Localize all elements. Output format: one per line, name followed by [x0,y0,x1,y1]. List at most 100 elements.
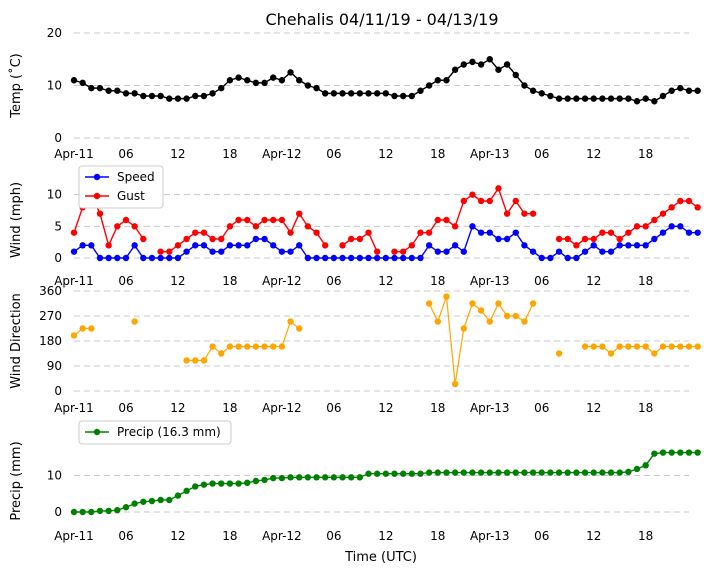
data-point [521,242,528,249]
data-point [477,197,485,205]
data-point [287,229,294,236]
legend: Speed Gust [78,165,164,209]
data-point [218,235,225,243]
data-point [616,242,623,249]
data-point [512,312,519,320]
data-point [321,474,329,481]
data-point [296,325,303,332]
data-point [625,468,632,476]
data-point [581,343,589,350]
data-point [166,496,173,504]
data-point [122,90,130,97]
data-point [633,343,641,350]
data-point [226,77,234,84]
y-tick-label: 270 [39,309,62,323]
x-tick-label: 06 [326,274,341,288]
data-point [373,254,381,262]
data-point [79,242,86,249]
data-point [70,77,78,84]
x-tick-label: 12 [586,401,601,415]
data-point [607,248,615,255]
legend-label: Precip (16.3 mm) [117,425,221,439]
data-point [555,350,563,357]
data-point [590,235,597,243]
data-point [486,229,493,236]
data-point [174,242,182,249]
data-point [339,474,346,481]
data-point [270,242,277,249]
data-point [88,242,95,249]
data-point [270,74,277,81]
data-point [451,380,459,388]
data-point [365,229,372,236]
data-point [633,98,641,105]
series-line [489,303,499,322]
data-point [677,223,684,230]
data-point [278,248,286,255]
data-point [70,332,78,339]
x-tick-label: 06 [118,274,133,288]
x-axis-label: Time (UTC) [344,550,417,565]
chart-title: Chehalis 04/11/19 - 04/13/19 [265,10,498,29]
data-point [677,197,684,205]
data-point [408,470,416,477]
data-point [321,242,329,249]
series-line [454,328,465,385]
data-point [157,496,164,504]
data-point [486,469,493,476]
data-point [590,343,597,350]
x-tick-label: 18 [638,401,653,415]
data-point [183,95,190,102]
data-point [616,469,623,476]
data-point [174,95,182,102]
data-point [399,470,407,477]
data-point [148,497,156,505]
data-point [244,479,251,487]
data-point [495,469,502,476]
data-point [521,469,528,476]
data-point [512,197,519,205]
data-point [469,223,476,230]
x-tick-label: 12 [586,274,601,288]
data-point [88,325,95,332]
data-point [399,248,407,255]
data-point [651,235,658,243]
data-point [668,343,675,350]
data-point [677,449,684,456]
y-tick-label: 5 [54,219,62,233]
y-tick-label: 0 [54,505,62,519]
data-point [668,87,675,94]
data-point [218,84,225,92]
data-point [451,242,459,249]
data-point [347,235,355,243]
data-point [616,343,623,350]
data-point [521,210,528,217]
data-point [183,487,190,495]
data-point [659,92,667,100]
x-tick-label: 12 [170,401,185,415]
data-point [70,508,78,516]
x-tick-label: Apr-13 [470,401,510,415]
data-point [356,90,364,97]
data-point [209,90,216,97]
data-point [244,77,251,84]
data-point [114,223,121,230]
data-point [166,95,173,102]
y-axis-label: Wind Direction [9,293,24,389]
x-tick-label: 06 [326,401,341,415]
data-point [434,318,442,325]
panel-2: 0 5 10 Apr-11 06 12 18 Apr-12 06 12 18 Apr-13 06 12 18… [9,165,701,288]
data-point [347,254,355,262]
data-point [521,318,528,325]
x-tick-label: 12 [586,529,601,543]
x-tick-label: Apr-11 [54,401,94,415]
data-point [503,61,511,68]
data-point [183,357,190,364]
data-point [261,79,268,87]
data-point [538,90,545,97]
data-point [330,254,338,262]
data-point [573,254,580,262]
data-point [495,66,502,73]
data-point [192,483,199,490]
data-point [529,248,537,255]
